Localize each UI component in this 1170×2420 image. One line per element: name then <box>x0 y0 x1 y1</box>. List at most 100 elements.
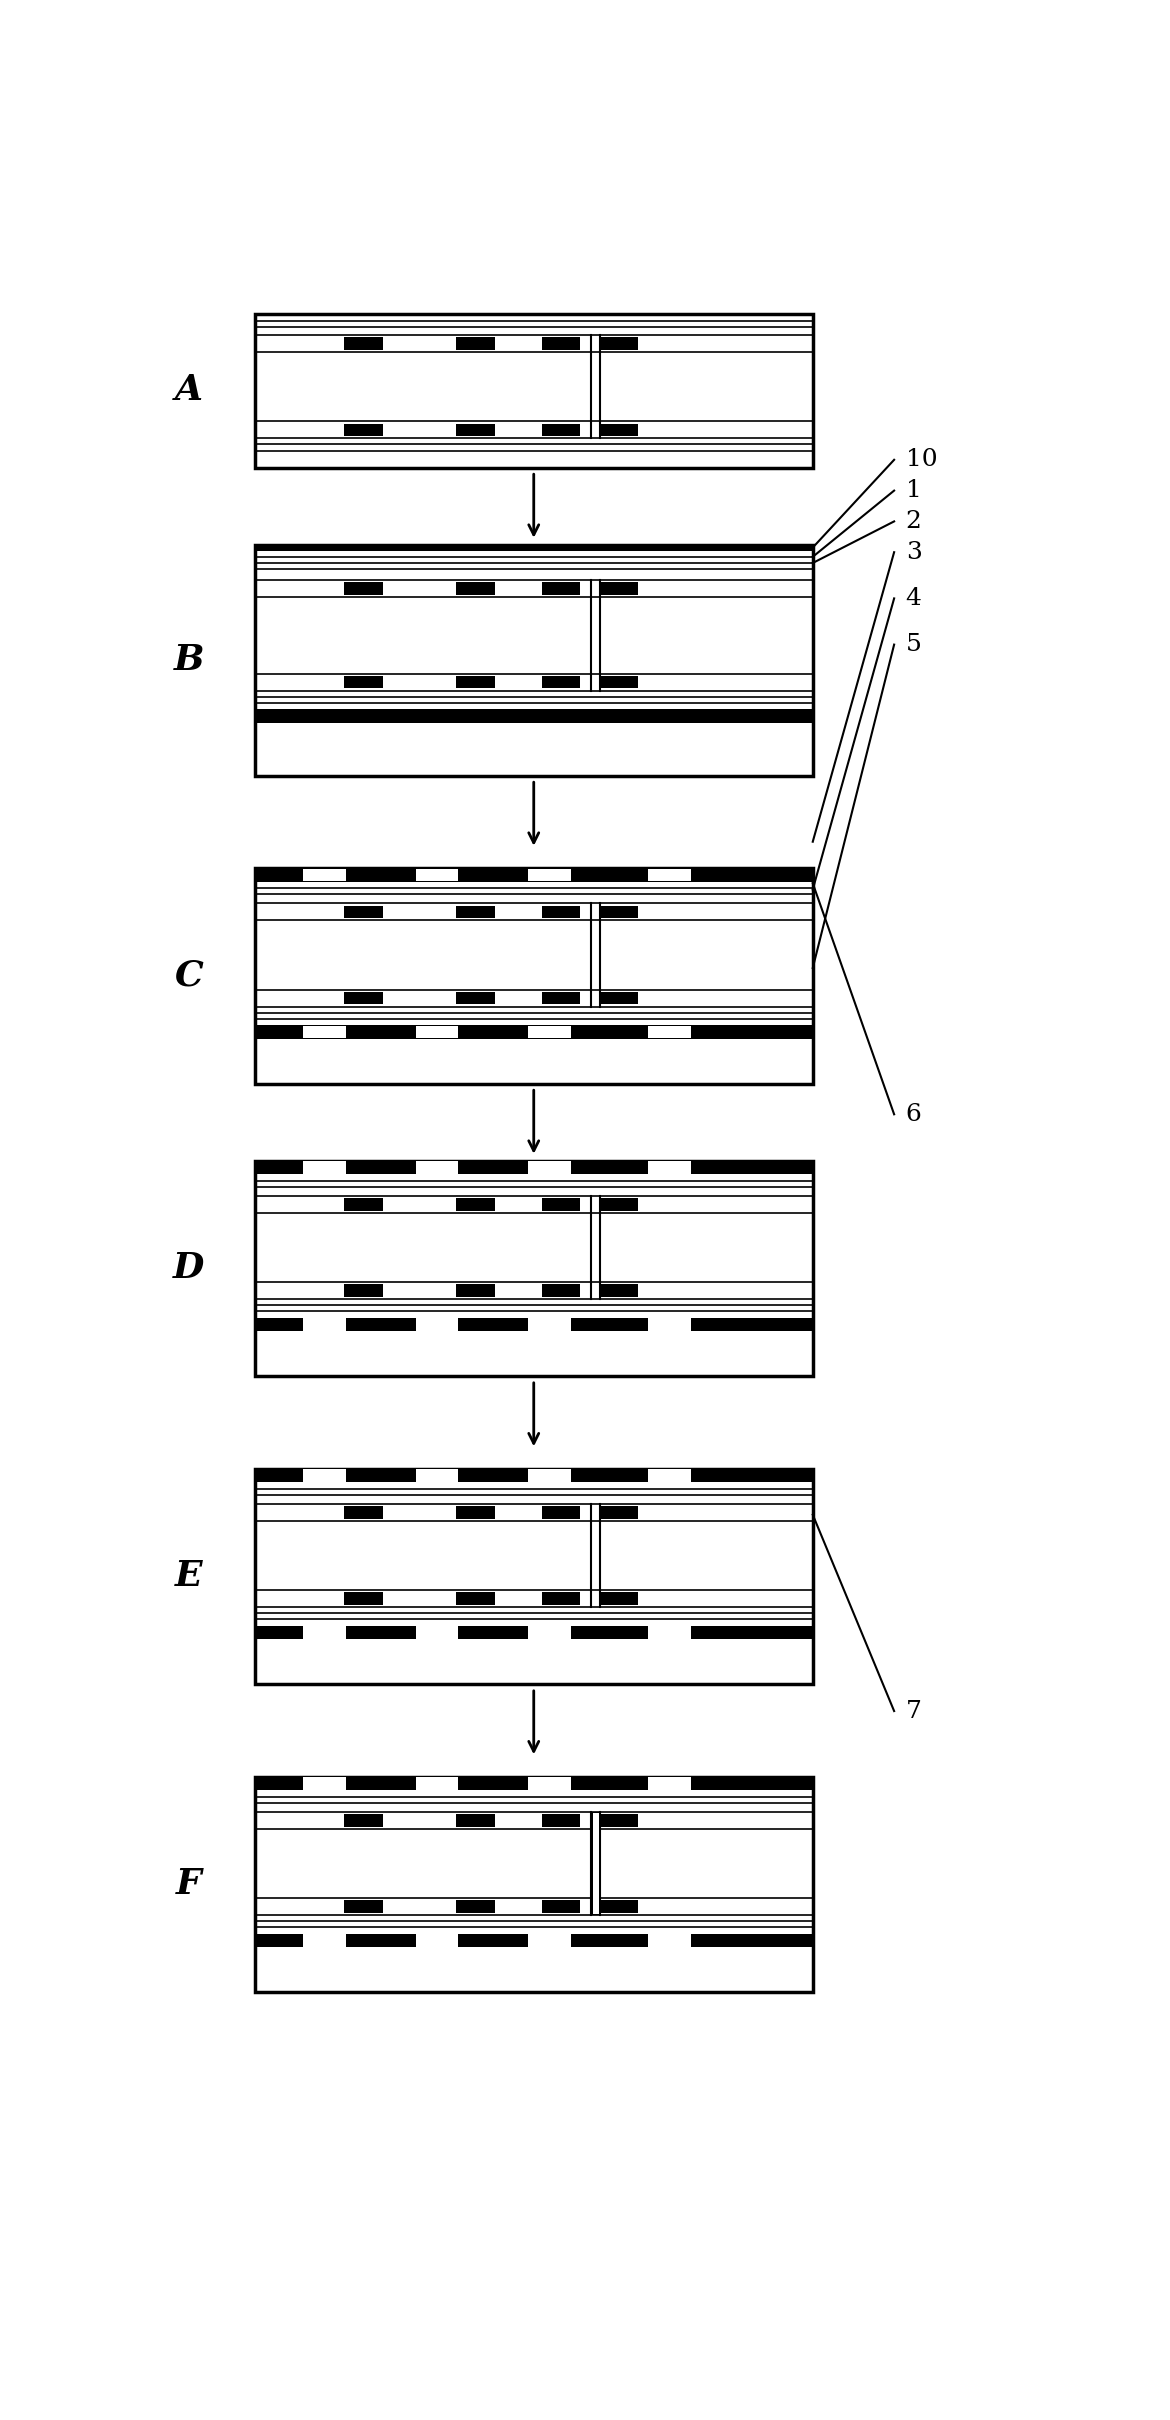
Text: 6: 6 <box>906 1104 922 1125</box>
Bar <box>255 1162 813 1174</box>
Bar <box>255 869 813 1084</box>
Bar <box>255 1469 813 1684</box>
Bar <box>415 1319 459 1331</box>
Bar <box>599 1505 639 1520</box>
Bar <box>542 1198 580 1210</box>
Text: E: E <box>176 1558 202 1592</box>
Bar <box>528 869 571 881</box>
Bar <box>344 424 383 436</box>
Text: F: F <box>176 1868 201 1902</box>
Bar <box>255 1776 813 1791</box>
Bar <box>648 1776 690 1791</box>
Bar <box>456 675 495 687</box>
Text: A: A <box>174 373 202 407</box>
Bar <box>255 544 813 552</box>
Bar <box>528 1776 571 1791</box>
Bar <box>542 336 580 351</box>
Bar <box>303 1026 346 1038</box>
Bar <box>456 1198 495 1210</box>
Bar <box>344 1900 383 1912</box>
Bar <box>255 869 813 881</box>
Bar <box>456 1285 495 1297</box>
Bar <box>344 336 383 351</box>
Bar <box>415 1026 459 1038</box>
Bar <box>542 1505 580 1520</box>
Bar <box>303 1934 346 1946</box>
Bar <box>599 905 639 917</box>
Bar <box>344 905 383 917</box>
Bar <box>415 1626 459 1638</box>
Bar <box>456 905 495 917</box>
Bar <box>255 709 813 724</box>
Text: 7: 7 <box>906 1699 922 1723</box>
Bar <box>542 583 580 595</box>
Bar <box>255 1026 813 1038</box>
Bar <box>599 336 639 351</box>
Bar <box>599 1815 639 1827</box>
Bar <box>542 1592 580 1604</box>
Bar <box>415 869 459 881</box>
Bar <box>542 424 580 436</box>
Bar <box>344 1285 383 1297</box>
Bar <box>648 1026 690 1038</box>
Bar <box>344 1198 383 1210</box>
Bar <box>599 583 639 595</box>
Bar <box>344 992 383 1004</box>
Bar <box>344 675 383 687</box>
Bar <box>599 1900 639 1912</box>
Bar <box>648 1934 690 1946</box>
Bar <box>542 1900 580 1912</box>
Bar <box>344 1815 383 1827</box>
Bar <box>415 1776 459 1791</box>
Text: 4: 4 <box>906 588 922 610</box>
Text: B: B <box>173 644 204 678</box>
Bar <box>591 1813 600 1914</box>
Bar <box>255 1316 813 1331</box>
Bar <box>303 1776 346 1791</box>
Bar <box>542 1815 580 1827</box>
Bar <box>542 992 580 1004</box>
Bar <box>456 1592 495 1604</box>
Bar <box>415 1469 459 1481</box>
Bar <box>599 992 639 1004</box>
Bar <box>542 675 580 687</box>
Bar <box>528 1319 571 1331</box>
Bar <box>255 1162 813 1377</box>
Bar <box>599 1198 639 1210</box>
Text: C: C <box>174 958 204 992</box>
Bar <box>456 336 495 351</box>
Bar <box>542 1285 580 1297</box>
Text: 5: 5 <box>906 634 922 656</box>
Text: 2: 2 <box>906 511 922 532</box>
Bar <box>344 583 383 595</box>
Bar <box>303 1319 346 1331</box>
Bar <box>648 1469 690 1481</box>
Bar <box>599 1592 639 1604</box>
Bar <box>648 1162 690 1174</box>
Text: 3: 3 <box>906 540 922 564</box>
Bar <box>456 1815 495 1827</box>
Bar <box>599 1285 639 1297</box>
Bar <box>255 315 813 467</box>
Bar <box>456 1900 495 1912</box>
Bar <box>648 1319 690 1331</box>
Bar <box>528 1934 571 1946</box>
Bar <box>599 675 639 687</box>
Text: D: D <box>173 1251 205 1285</box>
Bar <box>456 1505 495 1520</box>
Bar <box>255 1626 813 1638</box>
Bar <box>648 1626 690 1638</box>
Bar <box>255 1934 813 1948</box>
Bar <box>528 1469 571 1481</box>
Bar <box>303 1469 346 1481</box>
Bar <box>415 1162 459 1174</box>
Bar <box>456 424 495 436</box>
Bar <box>303 1626 346 1638</box>
Bar <box>456 992 495 1004</box>
Bar <box>593 1813 599 1914</box>
Text: 10: 10 <box>906 448 937 472</box>
Bar <box>599 424 639 436</box>
Bar <box>456 583 495 595</box>
Bar <box>255 1469 813 1483</box>
Bar <box>648 869 690 881</box>
